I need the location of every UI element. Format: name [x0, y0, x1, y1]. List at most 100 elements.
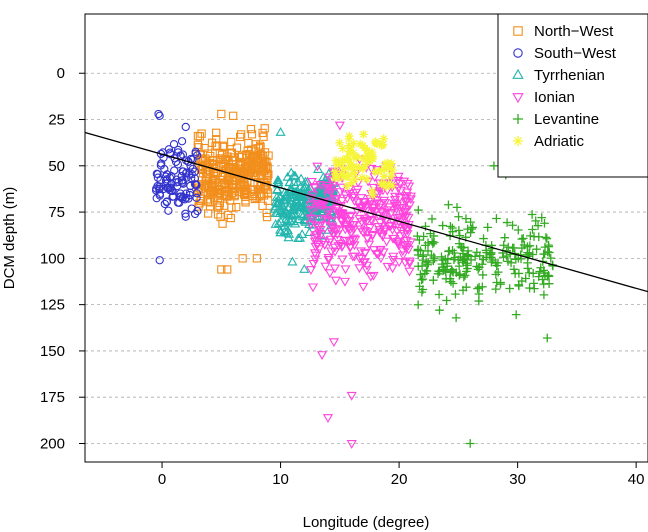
x-tick-label: 40 [628, 471, 645, 488]
data-point [269, 203, 280, 213]
data-point [187, 173, 196, 183]
data-point [461, 214, 471, 223]
data-point [337, 255, 348, 265]
data-point [370, 167, 380, 176]
data-point [282, 171, 293, 181]
data-point [326, 217, 337, 227]
data-point [393, 184, 404, 194]
data-point [365, 272, 376, 282]
data-point [323, 192, 334, 202]
data-point [307, 283, 319, 293]
legend-entry: South−West [513, 45, 617, 62]
data-point [339, 164, 348, 174]
data-point [279, 226, 290, 236]
data-point [257, 191, 266, 200]
data-point [252, 254, 262, 263]
data-point [313, 222, 324, 232]
data-point [213, 168, 222, 177]
data-point [416, 270, 425, 279]
data-point [540, 249, 550, 259]
data-point [226, 213, 235, 223]
regression-line [84, 131, 648, 293]
data-point [370, 207, 381, 217]
data-point [193, 206, 202, 216]
data-point [399, 242, 410, 252]
data-point [454, 261, 464, 271]
data-point [310, 203, 322, 213]
data-point [205, 202, 215, 211]
data-point [213, 210, 223, 219]
data-point [186, 181, 195, 191]
data-point [281, 213, 292, 223]
legend-entry: Ionian [512, 89, 575, 106]
data-point [368, 190, 378, 200]
data-point [329, 264, 340, 274]
data-point [327, 184, 338, 194]
legend-label: Ionian [534, 89, 575, 106]
data-point [518, 234, 528, 243]
data-point [197, 194, 206, 203]
data-point [491, 270, 501, 279]
data-point [308, 259, 319, 269]
data-point [423, 260, 432, 270]
data-point [450, 253, 460, 262]
data-point [489, 161, 499, 171]
data-point [534, 232, 544, 242]
data-point [286, 184, 297, 194]
data-point [348, 234, 359, 244]
legend-marker [512, 113, 524, 125]
data-point [192, 193, 201, 202]
data-point [359, 130, 368, 139]
data-point [451, 289, 460, 299]
data-point [356, 194, 367, 204]
data-point [546, 253, 556, 263]
data-point [405, 192, 416, 202]
legend: North−West South−West Tyrrhenian Ionian Leva… [497, 13, 648, 178]
data-point [274, 196, 285, 206]
data-point [405, 238, 416, 248]
data-point [222, 186, 232, 196]
data-point [367, 206, 378, 216]
data-point [532, 244, 541, 254]
data-point [315, 221, 326, 231]
data-point [217, 265, 226, 274]
data-point [531, 216, 541, 226]
data-point [217, 109, 226, 119]
data-point [364, 240, 375, 250]
data-point [330, 196, 341, 206]
data-point [323, 206, 334, 216]
data-point [491, 284, 501, 294]
data-point [393, 237, 404, 247]
x-axis: 0 10 20 30 40 [158, 462, 645, 488]
data-point [349, 168, 359, 177]
data-point [535, 267, 545, 276]
data-point [155, 111, 164, 120]
data-point [509, 264, 519, 274]
data-point [287, 204, 298, 213]
data-point [473, 284, 482, 293]
data-point [423, 258, 433, 268]
data-point [154, 109, 163, 119]
data-point [464, 251, 473, 260]
data-point [338, 157, 348, 167]
data-point [323, 224, 334, 234]
data-point [339, 277, 351, 287]
data-point [414, 205, 423, 215]
data-point [542, 234, 552, 244]
data-point [418, 274, 428, 284]
data-point [402, 241, 413, 250]
data-point [359, 226, 371, 236]
data-point [293, 214, 304, 224]
data-point [379, 227, 390, 237]
data-point [438, 266, 448, 276]
data-point [177, 137, 187, 146]
data-point [334, 121, 345, 131]
data-point [305, 214, 316, 224]
data-point [308, 215, 319, 225]
data-point [505, 250, 515, 259]
data-point [334, 226, 345, 236]
data-point [475, 251, 485, 261]
data-point [359, 216, 370, 226]
data-point [540, 218, 549, 228]
data-point [455, 269, 465, 279]
